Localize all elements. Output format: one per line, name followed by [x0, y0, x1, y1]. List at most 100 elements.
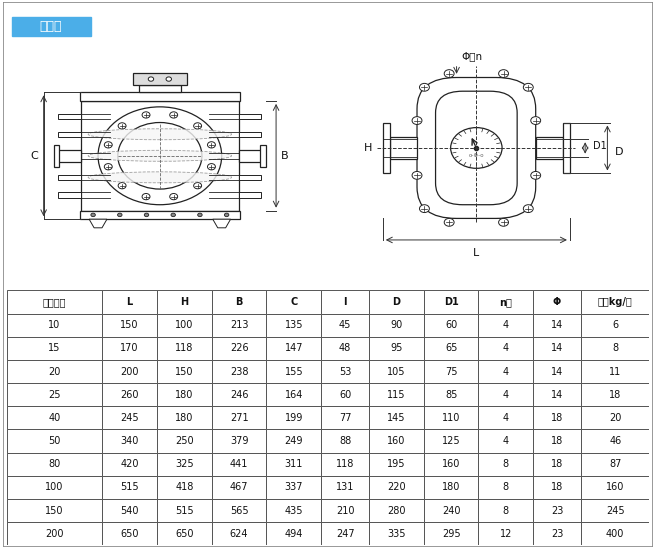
Bar	[239, 132, 261, 137]
Text: 238: 238	[230, 367, 249, 376]
Bar	[260, 145, 266, 167]
Text: 400: 400	[606, 529, 625, 539]
Bar	[321, 290, 369, 313]
Text: 220: 220	[387, 482, 405, 492]
Bar	[478, 476, 533, 499]
Text: 18: 18	[609, 390, 621, 399]
Bar	[424, 383, 478, 406]
Text: D1: D1	[443, 297, 459, 307]
Circle shape	[412, 172, 422, 179]
Circle shape	[104, 142, 112, 148]
Circle shape	[144, 213, 149, 216]
Text: Φ: Φ	[553, 297, 562, 307]
Bar	[7, 453, 102, 476]
Bar	[478, 430, 533, 453]
Text: 4: 4	[502, 320, 509, 330]
Text: 418: 418	[175, 482, 194, 492]
Bar	[321, 337, 369, 360]
Text: 75: 75	[445, 367, 457, 376]
Text: D: D	[392, 297, 400, 307]
Text: 90: 90	[390, 320, 403, 330]
Text: 200: 200	[45, 529, 64, 539]
Text: 170: 170	[121, 344, 139, 353]
Bar	[239, 192, 261, 198]
Bar	[369, 337, 424, 360]
Text: Φ－n: Φ－n	[462, 51, 483, 61]
Bar	[239, 114, 261, 119]
Text: 铸铁型: 铸铁型	[40, 20, 62, 33]
Text: 85: 85	[445, 390, 457, 399]
Bar	[581, 337, 649, 360]
Bar	[7, 290, 102, 313]
Text: 110: 110	[442, 413, 461, 423]
Text: B: B	[281, 151, 289, 161]
Circle shape	[531, 172, 541, 179]
Bar	[478, 313, 533, 337]
Bar	[12, 17, 91, 36]
Text: 87: 87	[609, 459, 621, 469]
Circle shape	[171, 213, 175, 216]
Bar	[533, 430, 581, 453]
Text: 115: 115	[387, 390, 405, 399]
Bar	[157, 499, 212, 522]
Text: D: D	[615, 147, 623, 157]
Bar	[321, 522, 369, 545]
Text: 18: 18	[551, 482, 564, 492]
Bar	[533, 476, 581, 499]
Bar	[563, 123, 570, 173]
Bar	[581, 360, 649, 383]
Text: 20: 20	[609, 413, 621, 423]
Text: 226: 226	[230, 344, 249, 353]
Bar	[383, 123, 390, 173]
Circle shape	[412, 117, 422, 124]
Bar	[102, 313, 157, 337]
Bar	[157, 522, 212, 545]
Circle shape	[523, 205, 533, 213]
Bar	[266, 499, 321, 522]
Bar	[157, 453, 212, 476]
Bar	[239, 175, 261, 180]
Bar	[102, 430, 157, 453]
Bar	[478, 383, 533, 406]
Circle shape	[444, 70, 454, 77]
Bar	[157, 476, 212, 499]
Bar	[157, 337, 212, 360]
Text: C: C	[31, 151, 39, 161]
Text: 180: 180	[442, 482, 461, 492]
Text: 199: 199	[285, 413, 303, 423]
Bar	[369, 430, 424, 453]
Circle shape	[194, 123, 201, 129]
Bar	[533, 337, 581, 360]
Bar	[321, 430, 369, 453]
Text: 245: 245	[606, 505, 625, 516]
Text: 53: 53	[339, 367, 351, 376]
Text: 311: 311	[285, 459, 303, 469]
Bar	[102, 476, 157, 499]
Bar	[79, 93, 240, 101]
Text: 280: 280	[387, 505, 405, 516]
Bar	[266, 430, 321, 453]
Bar	[581, 290, 649, 313]
Bar	[533, 499, 581, 522]
Bar	[478, 290, 533, 313]
Bar	[7, 360, 102, 383]
FancyBboxPatch shape	[436, 91, 517, 205]
Text: 80: 80	[49, 459, 60, 469]
Text: 88: 88	[339, 436, 351, 446]
Text: 150: 150	[121, 320, 139, 330]
Text: 23: 23	[551, 505, 564, 516]
Text: 46: 46	[609, 436, 621, 446]
Text: 420: 420	[121, 459, 139, 469]
Bar	[102, 360, 157, 383]
Text: 271: 271	[230, 413, 249, 423]
Bar	[369, 383, 424, 406]
Bar	[321, 499, 369, 522]
Bar	[54, 145, 60, 167]
Bar	[58, 192, 81, 198]
Text: 25: 25	[48, 390, 61, 399]
Text: 77: 77	[339, 413, 352, 423]
Bar	[212, 476, 266, 499]
Text: H: H	[180, 297, 188, 307]
Bar	[212, 337, 266, 360]
Text: 100: 100	[175, 320, 194, 330]
